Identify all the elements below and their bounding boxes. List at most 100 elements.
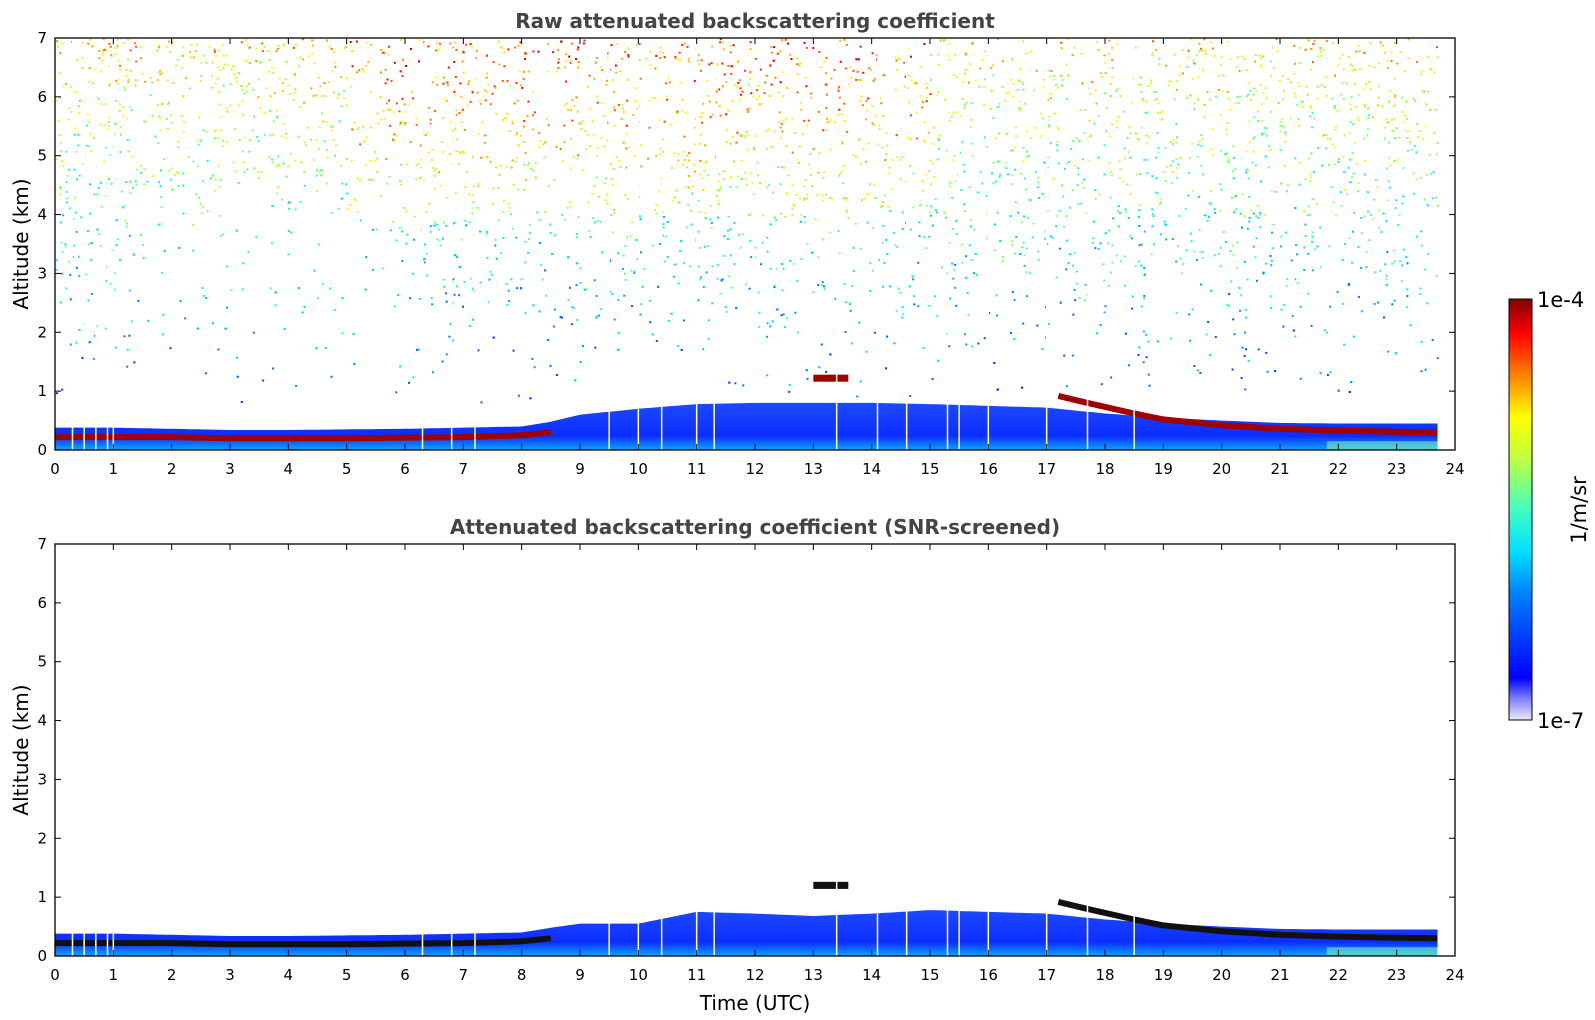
noise-dot	[1198, 42, 1201, 45]
noise-dot	[1023, 254, 1026, 257]
noise-dot	[1334, 125, 1337, 128]
noise-dot	[455, 113, 458, 116]
noise-dot	[1360, 217, 1363, 219]
noise-dot	[1435, 274, 1438, 277]
noise-dot	[625, 166, 628, 169]
noise-dot	[1151, 225, 1154, 228]
noise-dot	[949, 181, 952, 184]
noise-dot	[765, 186, 768, 189]
noise-dot	[182, 54, 184, 57]
noise-dot	[855, 155, 857, 158]
noise-dot	[611, 178, 614, 181]
noise-dot	[458, 162, 461, 165]
noise-dot	[387, 53, 390, 56]
noise-dot	[1280, 235, 1283, 238]
raw-y-axis-label: Altitude (km)	[9, 178, 33, 309]
noise-dot	[996, 160, 999, 163]
noise-dot	[1014, 201, 1017, 204]
noise-dot	[269, 287, 272, 290]
noise-dot	[1303, 210, 1306, 213]
noise-dot	[766, 335, 768, 338]
noise-dot	[200, 61, 203, 64]
noise-dot	[686, 154, 689, 157]
noise-dot	[1155, 91, 1158, 94]
noise-dot	[401, 75, 404, 78]
noise-dot	[151, 81, 154, 84]
noise-dot	[132, 253, 135, 256]
noise-dot	[1173, 53, 1176, 56]
noise-dot	[320, 169, 323, 172]
noise-dot	[1208, 98, 1211, 101]
noise-dot	[415, 178, 418, 180]
noise-dot	[1344, 188, 1347, 191]
noise-dot	[746, 108, 749, 111]
noise-dot	[342, 97, 345, 100]
noise-dot	[703, 169, 706, 172]
noise-dot	[527, 100, 530, 103]
noise-dot	[1395, 199, 1398, 202]
noise-dot	[677, 153, 680, 155]
noise-dot	[1193, 62, 1196, 65]
noise-dot	[392, 138, 395, 141]
noise-dot	[1423, 90, 1425, 93]
noise-dot	[820, 66, 823, 68]
noise-dot	[287, 253, 290, 256]
noise-dot	[1365, 266, 1368, 269]
noise-dot	[699, 116, 702, 118]
noise-dot	[1034, 127, 1037, 129]
noise-dot	[568, 55, 571, 58]
noise-dot	[157, 71, 160, 74]
noise-dot	[463, 280, 466, 283]
noise-dot	[1155, 177, 1158, 180]
noise-dot	[577, 66, 580, 69]
noise-dot	[427, 45, 430, 48]
noise-dot	[894, 56, 897, 59]
noise-dot	[1420, 230, 1423, 233]
noise-dot	[1240, 226, 1243, 229]
noise-dot	[165, 46, 168, 49]
surface-band	[1326, 441, 1438, 450]
noise-dot	[75, 230, 78, 233]
noise-dot	[740, 178, 743, 180]
noise-dot	[974, 79, 977, 82]
noise-dot	[441, 151, 444, 153]
noise-dot	[1206, 219, 1209, 222]
noise-dot	[1048, 124, 1051, 127]
noise-dot	[571, 306, 574, 309]
noise-dot	[1281, 74, 1284, 77]
noise-dot	[1405, 117, 1408, 120]
noise-dot	[969, 218, 972, 221]
noise-dot	[1049, 75, 1052, 78]
noise-dot	[996, 106, 999, 108]
x-tick-label: 19	[1154, 460, 1173, 478]
noise-dot	[217, 164, 220, 167]
noise-dot	[248, 62, 251, 65]
noise-dot	[1027, 198, 1030, 201]
noise-dot	[435, 76, 438, 79]
noise-dot	[365, 256, 368, 259]
noise-dot	[441, 360, 444, 363]
x-tick-label: 10	[629, 460, 648, 478]
noise-dot	[690, 209, 693, 212]
noise-dot	[1279, 124, 1282, 127]
noise-dot	[575, 96, 578, 99]
noise-dot	[201, 286, 204, 289]
noise-dot	[113, 272, 116, 275]
noise-dot	[718, 88, 721, 91]
noise-dot	[1062, 195, 1065, 198]
noise-dot	[702, 286, 705, 288]
noise-dot	[613, 91, 615, 94]
noise-dot	[883, 194, 886, 197]
noise-dot	[349, 41, 352, 43]
noise-dot	[435, 223, 438, 226]
peak-layer-1	[1057, 898, 1438, 942]
noise-dot	[963, 203, 966, 206]
noise-dot	[124, 219, 127, 222]
noise-dot	[242, 161, 245, 164]
noise-dot	[1164, 223, 1167, 226]
noise-dot	[617, 348, 620, 351]
noise-dot	[882, 114, 885, 117]
noise-dot	[1019, 68, 1022, 71]
noise-dot	[238, 139, 241, 141]
noise-dot	[119, 64, 122, 67]
